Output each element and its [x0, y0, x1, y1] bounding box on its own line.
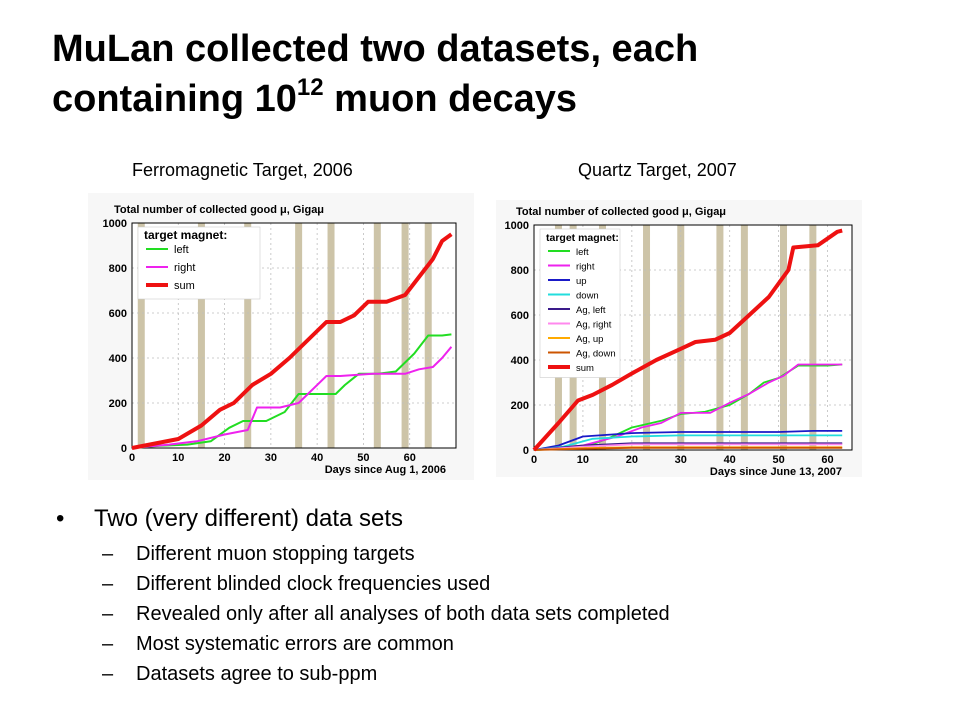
bullet-main-text: Two (very different) data sets	[94, 505, 404, 532]
dash: –	[102, 603, 114, 625]
y-tick-label: 1000	[103, 218, 127, 230]
x-axis-label: Days since June 13, 2007	[710, 466, 842, 477]
legend-label: left	[174, 244, 189, 256]
x-tick-label: 50	[357, 452, 369, 464]
run-band	[137, 223, 145, 448]
series-line-up	[533, 429, 843, 451]
sub-bullet-text: Different muon stopping targets	[136, 543, 415, 565]
legend-label: right	[576, 262, 595, 273]
sub-bullet-text: Revealed only after all analyses of both…	[136, 603, 670, 625]
series-line-sum	[131, 232, 453, 450]
x-tick-label: 50	[772, 454, 784, 466]
run-band	[677, 225, 685, 450]
x-tick-label: 0	[531, 454, 537, 466]
run-band	[197, 223, 205, 448]
y-tick-label: 0	[523, 445, 529, 457]
x-tick-label: 40	[311, 452, 323, 464]
series-line-right	[131, 346, 453, 449]
y-tick-label: 0	[121, 443, 127, 455]
sub-bullet-text: Different blinded clock frequencies used	[136, 573, 491, 595]
bullet-dot: •	[56, 505, 65, 532]
x-tick-label: 40	[724, 454, 736, 466]
series-line-ag-down	[533, 446, 843, 451]
run-band	[809, 225, 817, 450]
x-tick-label: 30	[675, 454, 687, 466]
title-line-1: MuLan collected two datasets, each	[52, 28, 699, 70]
y-tick-label: 600	[511, 310, 529, 322]
y-tick-label: 200	[109, 398, 127, 410]
bullet-list: • Two (very different) data sets – Differ…	[56, 505, 936, 689]
sub-bullet-text: Most systematic errors are common	[136, 633, 454, 655]
x-tick-label: 10	[172, 452, 184, 464]
series-line-left	[131, 333, 452, 449]
chart-ferromagnetic-svg: 0 200 400 600 800 1000 0 10 20 30 40 50 60 Total numb…	[103, 204, 457, 476]
x-tick-label: 10	[577, 454, 589, 466]
title-line-2-pre: containing 10	[52, 78, 297, 120]
legend-label: Ag, right	[576, 320, 612, 331]
run-band	[244, 223, 252, 448]
x-axis-label: Days since Aug 1, 2006	[325, 464, 446, 476]
y-tick-label: 800	[109, 263, 127, 275]
y-tick-label: 600	[109, 308, 127, 320]
x-tick-label: 60	[404, 452, 416, 464]
y-tick-label: 200	[511, 400, 529, 412]
chart-title: Total number of collected good μ, Gigaμ	[114, 204, 324, 216]
legend-label: Ag, down	[576, 349, 616, 360]
legend-label: up	[576, 276, 587, 287]
run-band	[327, 223, 335, 448]
legend-label: down	[576, 291, 599, 302]
legend-title: target magnet:	[546, 232, 619, 244]
y-tick-label: 800	[511, 265, 529, 277]
axes-frame	[131, 222, 457, 449]
chart-title: Total number of collected good μ, Gigaμ	[516, 206, 726, 218]
sub-bullet: – Revealed only after all analyses of bot…	[56, 599, 936, 629]
legend-label: right	[174, 262, 195, 274]
sub-bullet: – Datasets agree to sub-ppm	[56, 659, 936, 689]
run-band	[373, 223, 381, 448]
chart-ferromagnetic: 0 200 400 600 800 1000 0 10 20 30 40 50 60 Total numb…	[88, 193, 474, 480]
y-tick-label: 400	[109, 353, 127, 365]
legend-label: sum	[576, 363, 594, 374]
chart-quartz: 0 200 400 600 800 1000 0 10 20 30 40 50 60 Total numb…	[496, 200, 862, 477]
x-tick-label: 20	[218, 452, 230, 464]
dash: –	[102, 663, 114, 685]
sub-bullet: – Different muon stopping targets	[56, 539, 936, 569]
caption-left: Ferromagnetic Target, 2006	[132, 160, 353, 180]
legend-label: Ag, left	[576, 305, 606, 316]
chart-quartz-svg: 0 200 400 600 800 1000 0 10 20 30 40 50 60 Total numb…	[505, 206, 853, 477]
run-band	[740, 225, 748, 450]
slide-title: MuLan collected two datasets, each conta…	[52, 24, 932, 124]
run-band	[401, 223, 409, 448]
x-tick-label: 60	[821, 454, 833, 466]
legend-label: Ag, up	[576, 334, 603, 345]
dash: –	[102, 573, 114, 595]
run-band	[295, 223, 303, 448]
y-tick-label: 1000	[505, 220, 529, 232]
caption-right: Quartz Target, 2007	[578, 160, 737, 180]
series-line-down	[533, 434, 843, 451]
axes-frame	[533, 224, 853, 451]
legend-title: target magnet:	[144, 228, 227, 242]
title-line-2-post: muon decays	[323, 78, 578, 120]
sub-bullet: – Different blinded clock frequencies use…	[56, 569, 936, 599]
run-band	[643, 225, 651, 450]
dash: –	[102, 543, 114, 565]
x-tick-label: 20	[626, 454, 638, 466]
run-band	[780, 225, 788, 450]
x-tick-label: 0	[129, 452, 135, 464]
dash: –	[102, 633, 114, 655]
legend-label: left	[576, 247, 589, 258]
sub-bullet-text: Datasets agree to sub-ppm	[136, 663, 378, 685]
series-line-sum	[532, 228, 843, 452]
x-tick-label: 30	[265, 452, 277, 464]
title-line-2: containing 1012 muon decays	[52, 74, 932, 124]
y-tick-label: 400	[511, 355, 529, 367]
legend-label: sum	[174, 280, 195, 292]
bullet-main: • Two (very different) data sets	[56, 505, 936, 533]
sub-bullet: – Most systematic errors are common	[56, 629, 936, 659]
title-exponent: 12	[296, 74, 324, 101]
